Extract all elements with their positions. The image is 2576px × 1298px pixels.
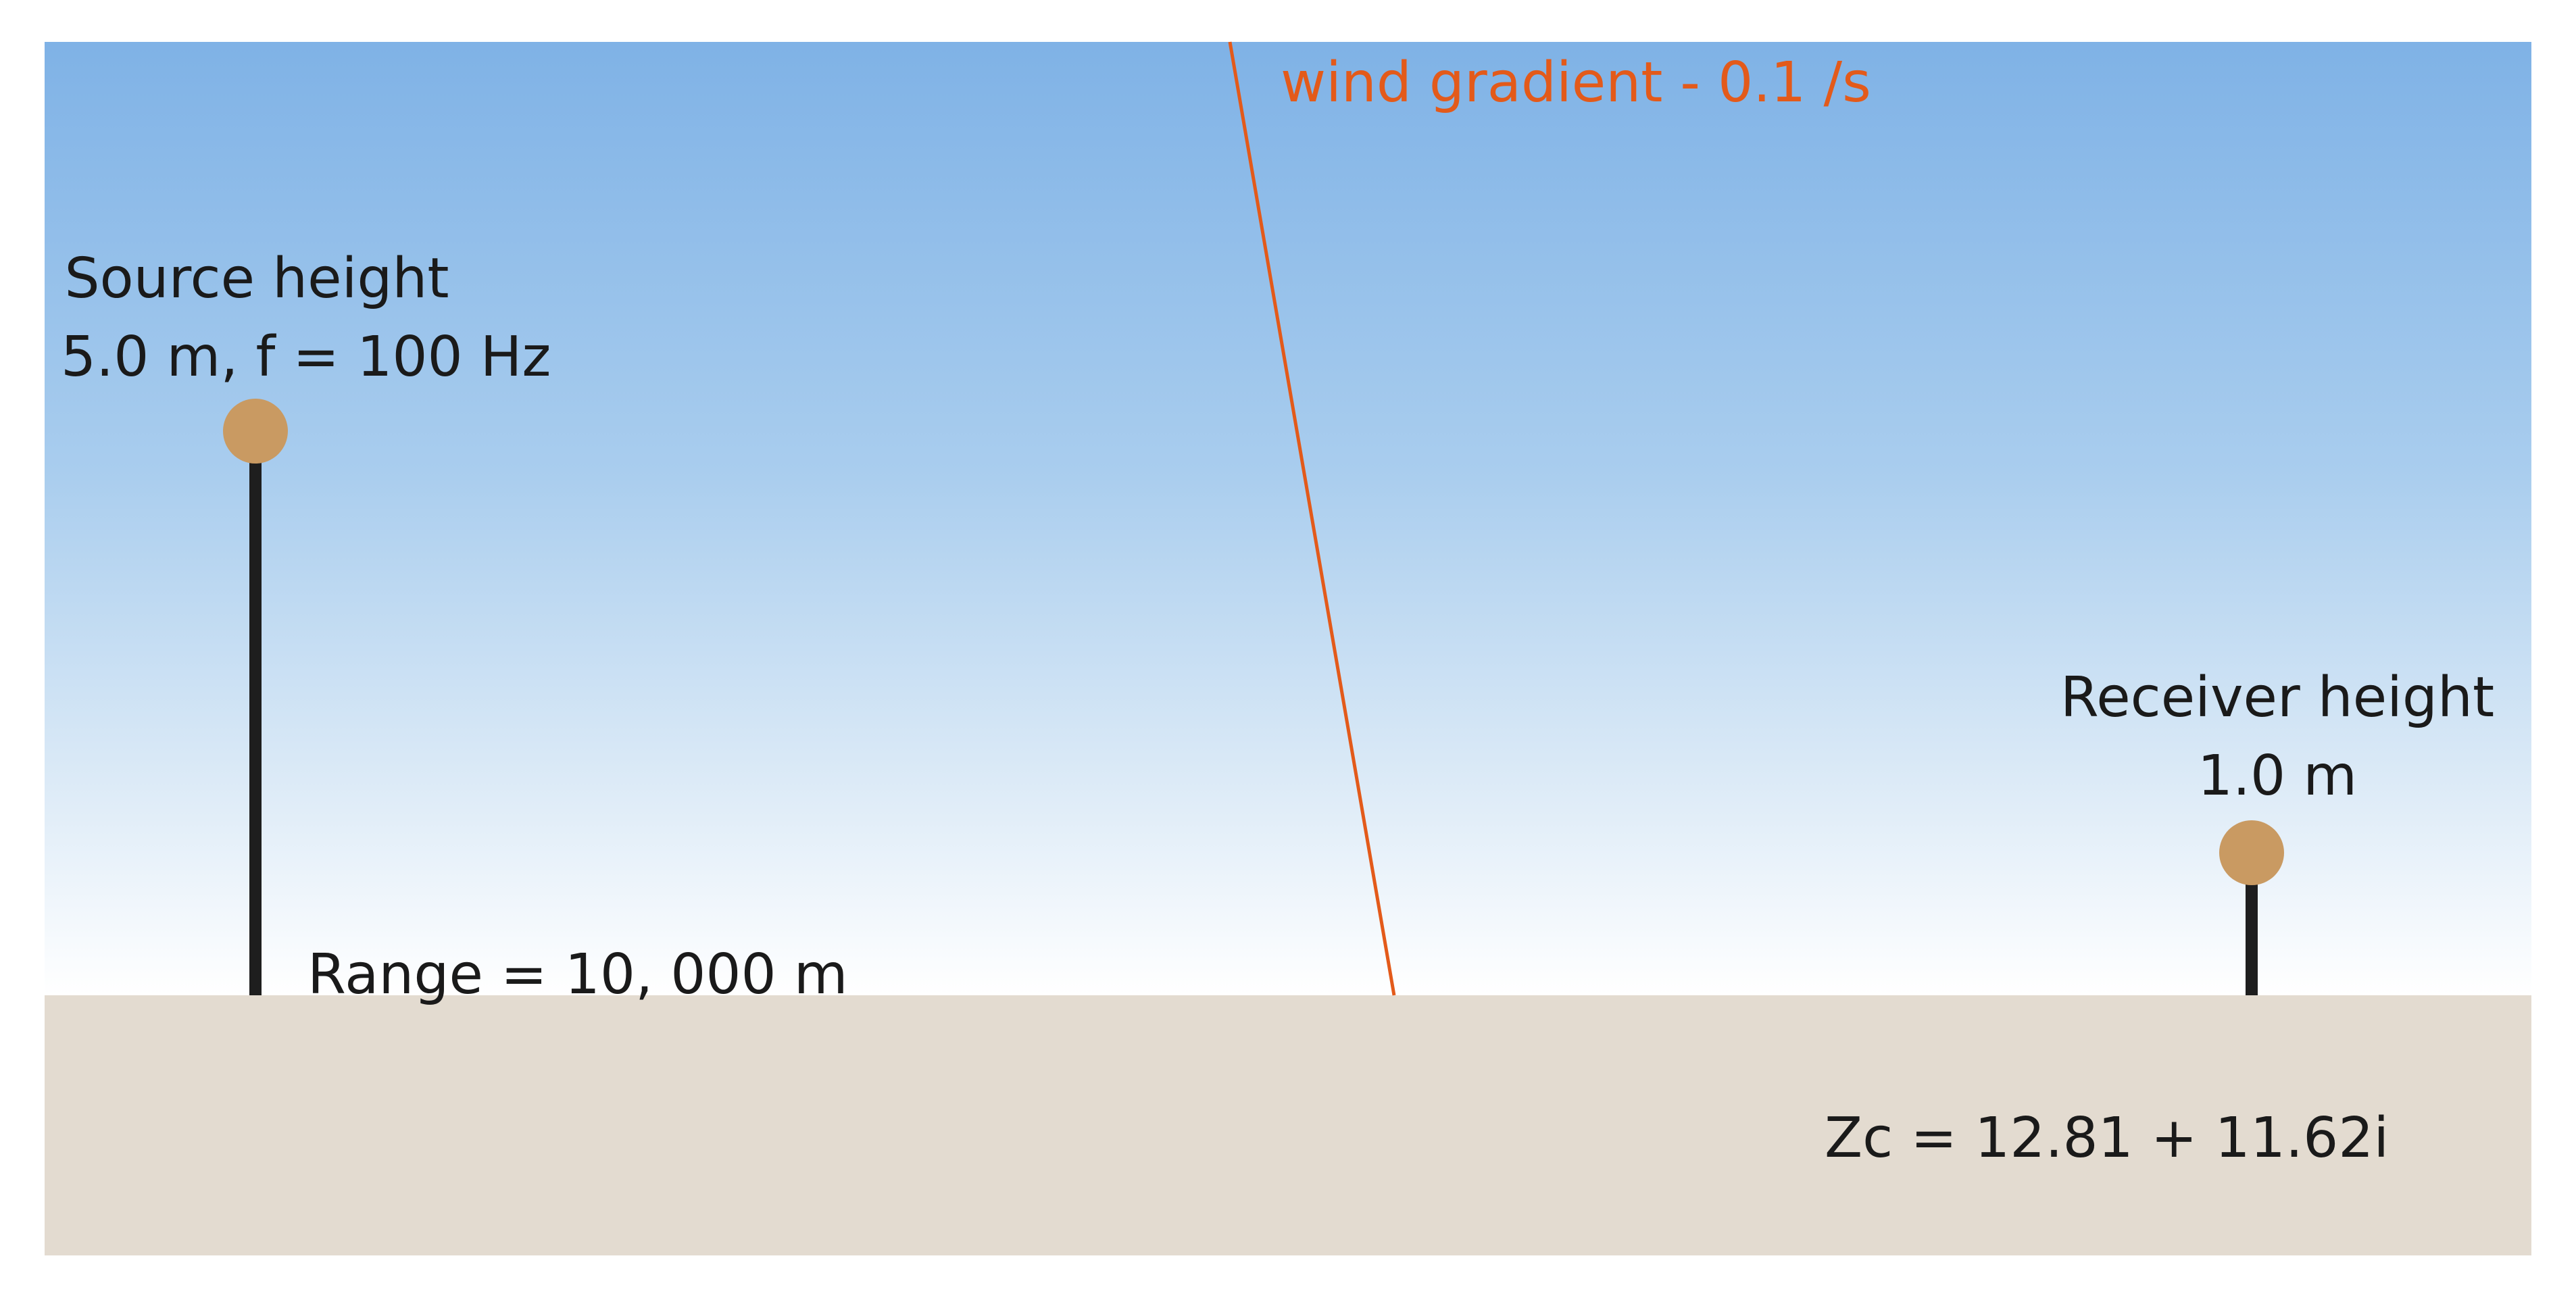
receiver-label-line2: 1.0 m: [2197, 744, 2358, 808]
receiver-label-line1: Receiver height: [2060, 666, 2495, 730]
ground-impedance-label: Zc = 12.81 + 11.62i: [1825, 1106, 2389, 1170]
source-label-line1: Source height: [64, 247, 449, 311]
ground-area: [45, 995, 2531, 1255]
wind-gradient-label: wind gradient - 0.1 /s: [1281, 51, 1871, 115]
receiver-height-label: Receiver height 1.0 m: [2048, 659, 2507, 816]
sky-area: [45, 42, 2531, 995]
range-label: Range = 10, 000 m: [307, 943, 848, 1007]
source-height-label: Source height 5.0 m, f = 100 Hz: [61, 240, 551, 397]
source-label-line2: 5.0 m, f = 100 Hz: [61, 325, 551, 389]
